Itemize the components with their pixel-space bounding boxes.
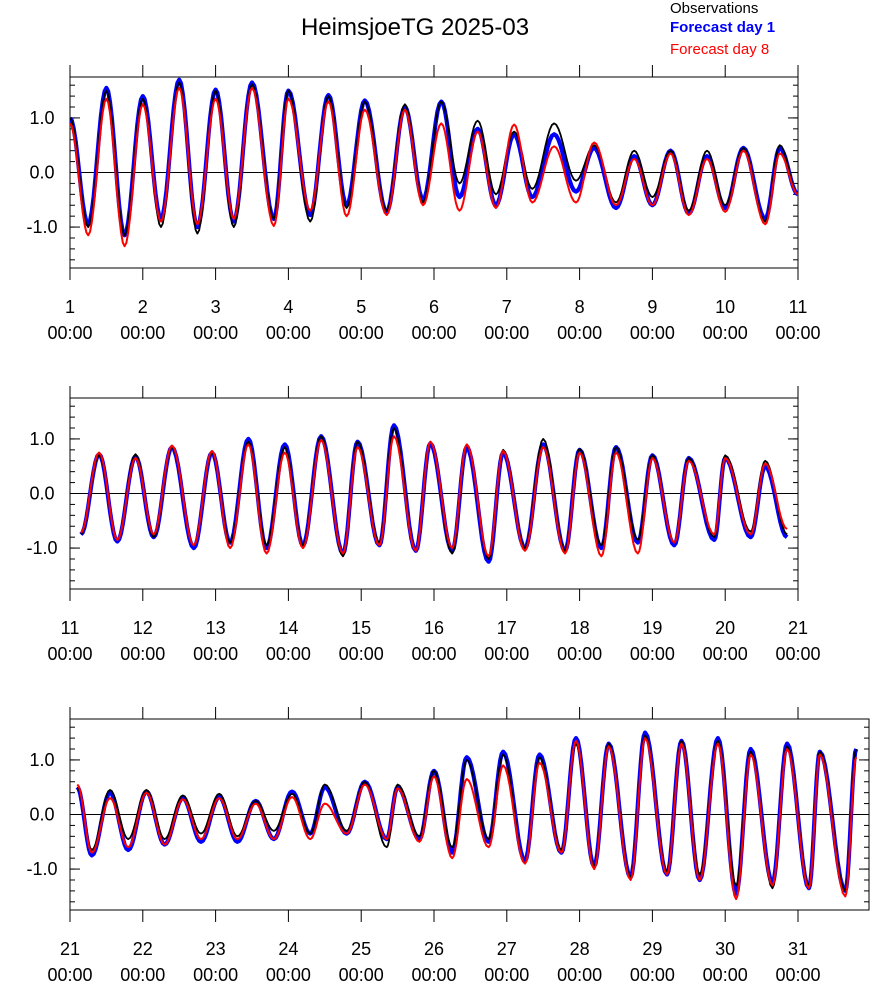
- legend-observations: Observations: [670, 0, 759, 17]
- x-tick-label-time: 00:00: [703, 965, 748, 985]
- x-tick-label-time: 00:00: [339, 644, 384, 664]
- y-tick-label: -1.0: [26, 538, 57, 558]
- x-tick-label-time: 00:00: [775, 644, 820, 664]
- x-tick-label-time: 00:00: [775, 323, 820, 343]
- x-tick-label-time: 00:00: [120, 644, 165, 664]
- x-tick-label-day: 24: [278, 939, 298, 959]
- x-tick-label-time: 00:00: [411, 323, 456, 343]
- x-tick-label-day: 2: [138, 297, 148, 317]
- chart-panel-3: -1.0 0.0 1.0 21 00:00 22 00:00 23 00:00 24 00:00 25…: [26, 707, 870, 985]
- x-tick-label-day: 28: [570, 939, 590, 959]
- x-tick-label-day: 22: [133, 939, 153, 959]
- y-tick-label: 1.0: [29, 429, 54, 449]
- y-tick-label: 0.0: [29, 805, 54, 825]
- x-tick-label-day: 20: [715, 618, 735, 638]
- x-tick-label-time: 00:00: [557, 323, 602, 343]
- x-tick-label-day: 16: [424, 618, 444, 638]
- x-tick-label-day: 4: [283, 297, 293, 317]
- x-tick-label-day: 7: [502, 297, 512, 317]
- x-tick-label-day: 12: [133, 618, 153, 638]
- x-tick-label-time: 00:00: [47, 323, 92, 343]
- x-tick-label-time: 00:00: [266, 965, 311, 985]
- x-tick-label-time: 00:00: [47, 965, 92, 985]
- x-tick-label-time: 00:00: [266, 323, 311, 343]
- x-tick-label-day: 18: [570, 618, 590, 638]
- x-tick-label-day: 14: [278, 618, 298, 638]
- y-tick-label: -1.0: [26, 217, 57, 237]
- x-tick-label-time: 00:00: [630, 644, 675, 664]
- x-tick-label-day: 6: [429, 297, 439, 317]
- x-tick-label-time: 00:00: [484, 323, 529, 343]
- x-tick-label-time: 00:00: [703, 644, 748, 664]
- x-tick-label-day: 25: [351, 939, 371, 959]
- x-tick-label-day: 26: [424, 939, 444, 959]
- x-tick-label-time: 00:00: [47, 644, 92, 664]
- x-tick-label-day: 10: [715, 297, 735, 317]
- x-tick-label-time: 00:00: [703, 323, 748, 343]
- x-tick-label-day: 30: [715, 939, 735, 959]
- x-tick-label-day: 11: [61, 618, 80, 638]
- x-tick-label-time: 00:00: [775, 965, 820, 985]
- chart-title: HeimsjoeTG 2025-03: [300, 14, 530, 41]
- chart-panel-1: -1.0 0.0 1.0 1 00:00 2 00:00 3 00:00 4 00:00 5 00:00…: [26, 65, 821, 343]
- x-tick-label-time: 00:00: [557, 644, 602, 664]
- x-tick-label-day: 1: [65, 297, 75, 317]
- y-tick-label: 1.0: [29, 108, 54, 128]
- x-tick-label-day: 31: [788, 939, 808, 959]
- series-line-forecast-day-8: [70, 86, 798, 248]
- x-tick-label-time: 00:00: [411, 644, 456, 664]
- x-tick-label-time: 00:00: [339, 323, 384, 343]
- x-tick-label-day: 11: [789, 297, 808, 317]
- y-tick-label: 0.0: [29, 484, 54, 504]
- x-tick-label-day: 29: [642, 939, 662, 959]
- chart-panel-2: -1.0 0.0 1.0 11 00:00 12 00:00 13 00:00 14 00:00 15…: [26, 386, 821, 664]
- x-tick-label-time: 00:00: [193, 644, 238, 664]
- x-tick-label-day: 8: [575, 297, 585, 317]
- legend-forecast-day-1: Forecast day 1: [670, 19, 776, 36]
- x-tick-label-day: 21: [60, 939, 80, 959]
- y-tick-label: 0.0: [29, 163, 54, 183]
- x-tick-label-time: 00:00: [630, 323, 675, 343]
- x-tick-label-time: 00:00: [557, 965, 602, 985]
- x-tick-label-day: 3: [211, 297, 221, 317]
- x-tick-label-day: 23: [206, 939, 226, 959]
- x-tick-label-time: 00:00: [484, 965, 529, 985]
- y-tick-label: -1.0: [26, 859, 57, 879]
- x-tick-label-time: 00:00: [411, 965, 456, 985]
- x-tick-label-time: 00:00: [193, 323, 238, 343]
- x-tick-label-time: 00:00: [193, 965, 238, 985]
- x-tick-label-day: 21: [788, 618, 808, 638]
- x-tick-label-day: 9: [647, 297, 657, 317]
- x-tick-label-day: 27: [497, 939, 517, 959]
- x-tick-label-day: 17: [497, 618, 517, 638]
- x-tick-label-time: 00:00: [120, 323, 165, 343]
- x-tick-label-time: 00:00: [120, 965, 165, 985]
- x-tick-label-time: 00:00: [339, 965, 384, 985]
- x-tick-label-day: 13: [206, 618, 226, 638]
- legend-forecast-day-8: Forecast day 8: [670, 41, 770, 58]
- x-tick-label-time: 00:00: [630, 965, 675, 985]
- x-tick-label-day: 19: [642, 618, 662, 638]
- series-line-forecast-day-8: [80, 435, 788, 558]
- x-tick-label-day: 5: [356, 297, 366, 317]
- x-tick-label-day: 15: [351, 618, 371, 638]
- x-tick-label-time: 00:00: [484, 644, 529, 664]
- series-line-forecast-day-8: [76, 737, 858, 901]
- x-tick-label-time: 00:00: [266, 644, 311, 664]
- y-tick-label: 1.0: [29, 750, 54, 770]
